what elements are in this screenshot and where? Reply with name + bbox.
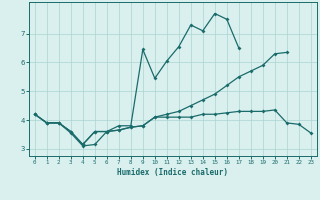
X-axis label: Humidex (Indice chaleur): Humidex (Indice chaleur) bbox=[117, 168, 228, 177]
